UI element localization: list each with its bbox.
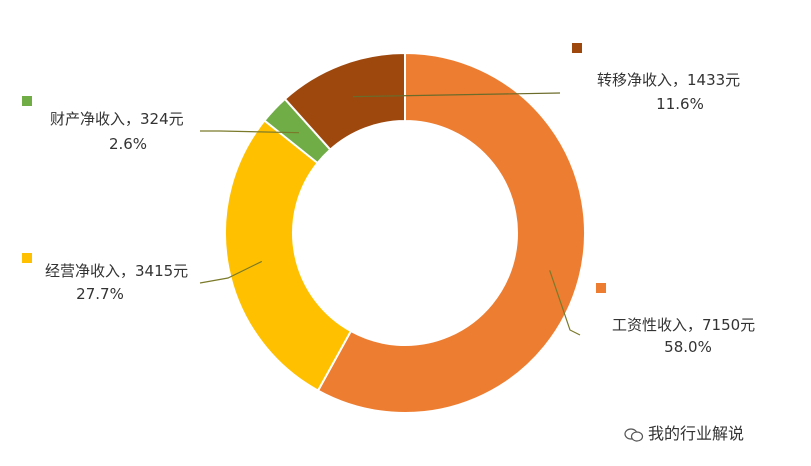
watermark: 我的行业解说 xyxy=(624,420,744,444)
leader-line-property-income xyxy=(200,130,299,134)
label-percent-business-income: 27.7% xyxy=(76,285,124,303)
watermark-text: 我的行业解说 xyxy=(648,424,745,443)
marker-transfer-income xyxy=(572,43,582,53)
slice-wage-income xyxy=(316,51,586,414)
label-percent-transfer-income: 11.6% xyxy=(656,95,704,113)
leader-line-business-income xyxy=(199,260,263,284)
wechat-icon xyxy=(624,427,644,442)
label-name-wage-income: 工资性收入，7150元 xyxy=(612,316,755,334)
marker-property-income xyxy=(22,96,32,106)
leader-line-transfer-income xyxy=(352,92,561,98)
label-name-transfer-income: 转移净收入，1433元 xyxy=(597,71,740,89)
slice-business-income xyxy=(224,119,353,392)
label-percent-property-income: 2.6% xyxy=(109,135,147,153)
leader-line-wage-income xyxy=(549,270,581,336)
marker-wage-income xyxy=(596,283,606,293)
label-name-property-income: 财产净收入，324元 xyxy=(50,110,184,128)
label-name-business-income: 经营净收入，3415元 xyxy=(45,262,188,280)
marker-business-income xyxy=(22,253,32,263)
label-percent-wage-income: 58.0% xyxy=(664,338,712,356)
slice-transfer-income xyxy=(283,51,406,152)
